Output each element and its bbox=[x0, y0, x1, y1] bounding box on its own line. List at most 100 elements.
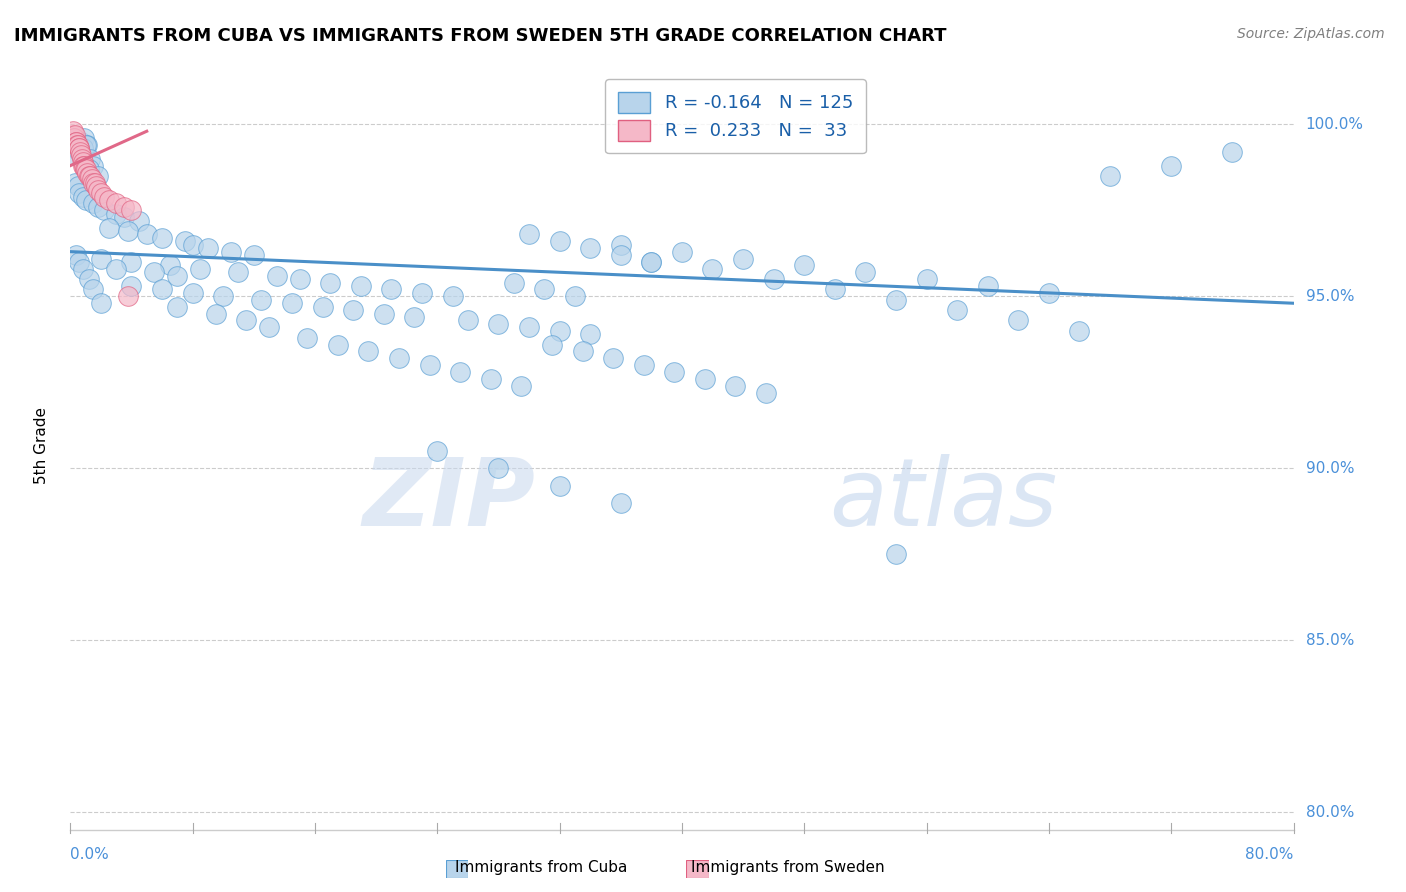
Point bbox=[166, 268, 188, 283]
Point bbox=[510, 379, 533, 393]
Point bbox=[65, 248, 87, 262]
Point bbox=[548, 478, 571, 492]
Point bbox=[82, 196, 104, 211]
Point bbox=[97, 220, 120, 235]
Point bbox=[350, 279, 373, 293]
Point bbox=[197, 241, 219, 255]
Point bbox=[150, 283, 173, 297]
Point bbox=[87, 183, 110, 197]
Point bbox=[82, 159, 104, 173]
Point bbox=[243, 248, 266, 262]
Point bbox=[693, 372, 716, 386]
Point bbox=[70, 135, 93, 149]
Point bbox=[62, 128, 84, 142]
Point bbox=[117, 224, 139, 238]
Point bbox=[87, 169, 110, 183]
Point bbox=[281, 296, 304, 310]
Point bbox=[388, 351, 411, 366]
Point bbox=[1069, 324, 1091, 338]
Point bbox=[380, 283, 402, 297]
Point bbox=[128, 213, 150, 227]
Point bbox=[166, 300, 188, 314]
Text: Immigrants from Cuba: Immigrants from Cuba bbox=[456, 860, 627, 874]
Point bbox=[181, 285, 204, 300]
Text: atlas: atlas bbox=[828, 454, 1057, 545]
Point bbox=[75, 138, 97, 153]
Text: 80.0%: 80.0% bbox=[1246, 847, 1294, 862]
Point bbox=[75, 193, 97, 207]
Point bbox=[564, 289, 586, 303]
Point bbox=[357, 344, 380, 359]
Point bbox=[93, 203, 115, 218]
Point bbox=[250, 293, 273, 307]
Point bbox=[112, 211, 135, 225]
Point bbox=[479, 372, 502, 386]
Point bbox=[69, 255, 91, 269]
Point bbox=[319, 276, 342, 290]
Point bbox=[150, 231, 173, 245]
Point bbox=[69, 141, 91, 155]
Point bbox=[755, 385, 778, 400]
Point bbox=[159, 259, 181, 273]
Point bbox=[548, 324, 571, 338]
Point bbox=[411, 285, 433, 300]
Point bbox=[77, 162, 100, 177]
Point bbox=[75, 162, 97, 177]
Point bbox=[117, 289, 139, 303]
Point bbox=[441, 289, 464, 303]
Point bbox=[1099, 169, 1122, 183]
Point bbox=[1160, 159, 1182, 173]
Point bbox=[73, 162, 96, 177]
Point bbox=[212, 289, 235, 303]
Point bbox=[72, 141, 94, 155]
Point bbox=[90, 252, 112, 266]
Text: 0.0%: 0.0% bbox=[70, 847, 110, 862]
Point bbox=[72, 155, 94, 169]
Text: Source: ZipAtlas.com: Source: ZipAtlas.com bbox=[1237, 27, 1385, 41]
Point bbox=[640, 255, 662, 269]
Point bbox=[77, 272, 100, 286]
Text: 95.0%: 95.0% bbox=[1306, 289, 1354, 304]
Point bbox=[640, 255, 662, 269]
Point bbox=[548, 235, 571, 249]
Point bbox=[97, 193, 120, 207]
Point bbox=[66, 179, 89, 194]
Point bbox=[610, 496, 633, 510]
Point bbox=[69, 186, 91, 201]
Point bbox=[517, 320, 540, 334]
Point bbox=[457, 313, 479, 327]
Point bbox=[65, 135, 87, 149]
Point bbox=[69, 145, 91, 159]
Text: 100.0%: 100.0% bbox=[1306, 117, 1364, 132]
Text: 85.0%: 85.0% bbox=[1306, 632, 1354, 648]
Point bbox=[488, 461, 510, 475]
Point bbox=[79, 169, 101, 183]
Point bbox=[342, 303, 364, 318]
Point bbox=[181, 237, 204, 252]
Point bbox=[65, 141, 87, 155]
Point bbox=[915, 272, 938, 286]
Text: ZIP: ZIP bbox=[363, 454, 536, 546]
Point bbox=[82, 176, 104, 190]
Point bbox=[105, 261, 128, 276]
Point bbox=[87, 200, 110, 214]
Point bbox=[121, 255, 143, 269]
Point bbox=[143, 265, 166, 279]
Point bbox=[311, 300, 333, 314]
Point bbox=[1220, 145, 1243, 159]
Point bbox=[73, 131, 96, 145]
Point bbox=[373, 307, 395, 321]
Point bbox=[824, 283, 846, 297]
Point bbox=[579, 327, 602, 342]
Point bbox=[235, 313, 257, 327]
Point bbox=[188, 261, 211, 276]
Point bbox=[404, 310, 426, 324]
Point bbox=[502, 276, 524, 290]
Point bbox=[72, 189, 94, 203]
Point bbox=[76, 138, 98, 153]
Point bbox=[724, 379, 747, 393]
Point bbox=[79, 152, 101, 166]
Point bbox=[70, 152, 93, 166]
Point bbox=[541, 337, 564, 351]
Point bbox=[83, 176, 105, 190]
